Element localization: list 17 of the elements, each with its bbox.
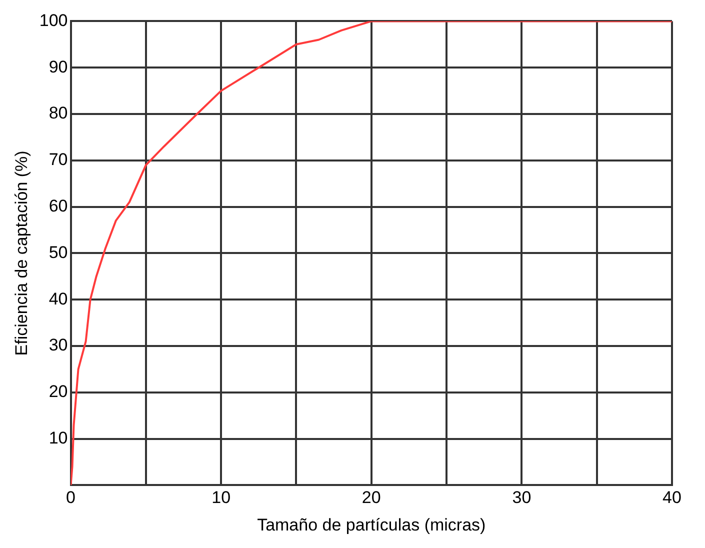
y-tick-label: 20 xyxy=(48,382,68,402)
y-axis-title: Eficiencia de captación (%) xyxy=(12,150,31,356)
x-tick-label: 20 xyxy=(362,488,381,508)
x-tick-label: 40 xyxy=(662,488,682,508)
y-tick-label: 60 xyxy=(48,196,68,216)
y-tick-label: 100 xyxy=(39,10,68,30)
y-tick-label: 70 xyxy=(48,150,68,170)
x-tick-label: 10 xyxy=(212,488,231,508)
y-tick-label: 80 xyxy=(48,104,68,123)
y-tick-label: 90 xyxy=(48,57,68,76)
y-tick-label: 30 xyxy=(48,336,68,355)
x-tick-label: 30 xyxy=(512,488,532,508)
y-tick-label: 50 xyxy=(48,242,68,262)
y-tick-label: 40 xyxy=(48,289,68,308)
y-tick-label: 10 xyxy=(48,428,68,448)
x-axis-title: Tamaño de partículas (micras) xyxy=(257,515,486,534)
x-tick-label: 0 xyxy=(66,488,76,508)
